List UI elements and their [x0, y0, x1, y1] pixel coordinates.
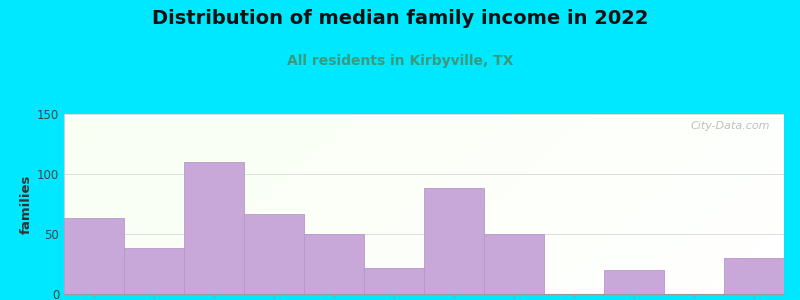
Text: City-Data.com: City-Data.com [690, 121, 770, 131]
Bar [604, 270, 664, 294]
Bar [244, 214, 304, 294]
Text: Distribution of median family income in 2022: Distribution of median family income in … [152, 9, 648, 28]
Bar [64, 218, 124, 294]
Bar [424, 188, 484, 294]
Bar [304, 234, 364, 294]
Y-axis label: families: families [20, 174, 33, 234]
Bar [364, 268, 424, 294]
Bar [184, 162, 244, 294]
Bar [124, 248, 184, 294]
Bar [724, 258, 784, 294]
Text: All residents in Kirbyville, TX: All residents in Kirbyville, TX [286, 54, 514, 68]
Bar [484, 234, 544, 294]
